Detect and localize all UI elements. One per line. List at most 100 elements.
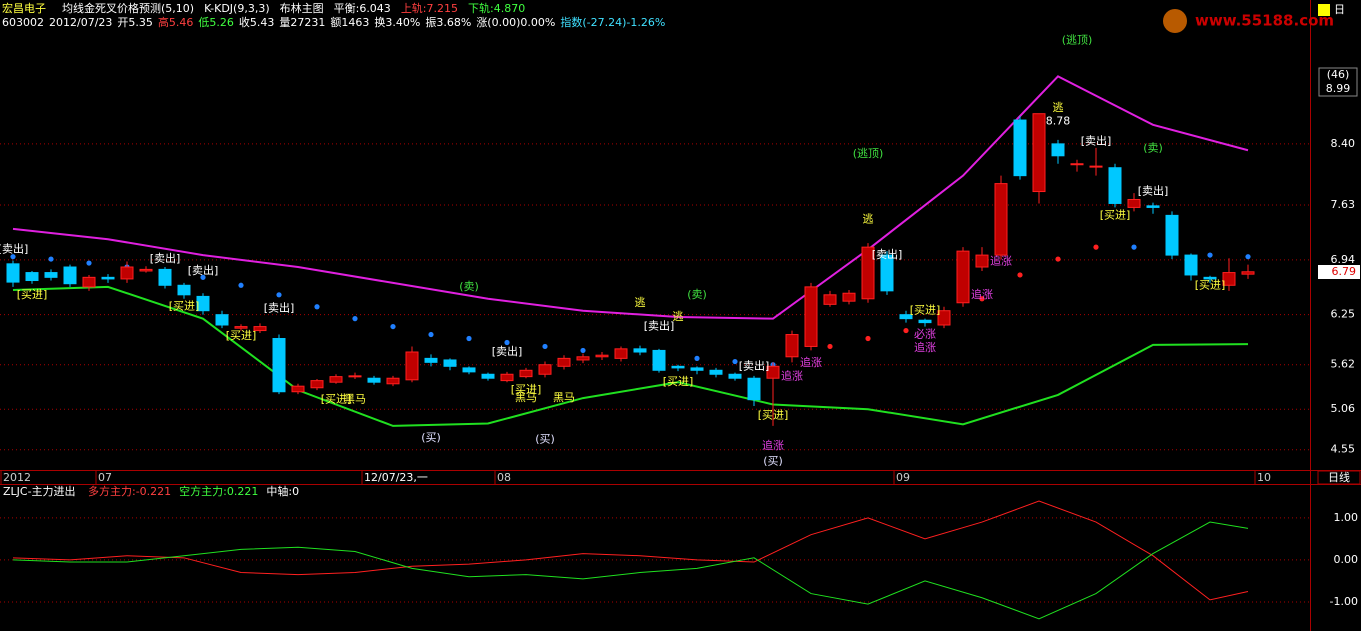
candle-body [120, 266, 134, 280]
sar-dot [352, 316, 358, 322]
sar-dot [580, 347, 586, 354]
candle-body [633, 348, 647, 353]
y-tick-label: 5.62 [1331, 358, 1356, 371]
signal-label: 逃 [635, 296, 646, 309]
y-tick-label: 6.25 [1331, 308, 1356, 321]
header-text: 2012/07/23 [49, 16, 112, 29]
candle-body [1089, 165, 1103, 168]
signal-label: [卖出] [872, 247, 903, 261]
signal-label: (买) [535, 432, 555, 445]
y-tick-label: 1.00 [1334, 511, 1359, 524]
period-tab[interactable] [1317, 470, 1361, 485]
candle-body [538, 364, 552, 375]
signal-label: [买进] [17, 288, 48, 301]
signal-label: (逃顶) [853, 147, 884, 160]
logo [1163, 9, 1187, 33]
candle-body [709, 369, 723, 375]
header-text: 收5.43 [239, 15, 275, 29]
candle-body [481, 373, 495, 379]
y-tick-label: 7.63 [1331, 198, 1356, 211]
header-text: 振3.68% [425, 15, 471, 29]
candle-body [557, 357, 571, 367]
candle-body [1165, 214, 1179, 256]
candle-body [595, 354, 609, 358]
candle-body [785, 334, 799, 358]
box-label: 8.99 [1326, 82, 1351, 95]
signal-label: 黑马 [553, 391, 575, 404]
date-label: 08 [497, 471, 511, 484]
header-text: 开5.35 [117, 16, 153, 29]
candle-body [652, 349, 666, 371]
sar-dot [466, 335, 472, 342]
signal-label: (卖) [687, 288, 707, 301]
signal-label: [买进] [226, 329, 257, 342]
date-label: 09 [896, 471, 910, 484]
signal-label: 黑马 [515, 391, 537, 404]
candle-body [1108, 167, 1122, 204]
y-tick-label: -1.00 [1330, 595, 1358, 608]
candle-body [1203, 276, 1217, 280]
candle-body [443, 359, 457, 367]
candle-body [899, 314, 913, 320]
sar-dot [1017, 272, 1023, 278]
header-text: 指数(-27.24)-1.26% [560, 15, 665, 29]
candle-body [975, 254, 989, 268]
candle-body [291, 385, 305, 393]
header-text: 低5.26 [198, 16, 234, 29]
candle-body [804, 286, 818, 347]
candle-body [158, 268, 172, 286]
candle-body [1146, 205, 1160, 208]
sar-dot [428, 331, 434, 338]
header-text: K-KDJ(9,3,3) [204, 2, 270, 15]
sar-dot [1131, 244, 1137, 250]
separator [0, 470, 1361, 471]
sar-dot [827, 343, 833, 350]
y-tick-label: 6.94 [1331, 253, 1356, 266]
sar-dot [314, 304, 320, 310]
signal-label: (买) [763, 455, 783, 468]
period-label[interactable]: 日 [1334, 3, 1345, 16]
candle-body [861, 246, 875, 300]
date-label: 10 [1257, 471, 1271, 484]
candle-body [405, 351, 419, 381]
candle-body [842, 292, 856, 302]
band-line [12, 285, 1249, 427]
signal-label: [卖出] [492, 344, 523, 358]
signal-label: 必涨 [914, 328, 936, 341]
candle-body [519, 369, 533, 378]
candle-body [690, 367, 704, 371]
header-text: 603002 [2, 16, 44, 29]
signal-label: 追涨 [914, 340, 936, 354]
signal-label: 追涨 [971, 287, 993, 301]
sar-dot [86, 260, 92, 266]
header-text: 宏昌电子 [2, 1, 46, 15]
signal-label: [卖出] [264, 300, 295, 314]
lock-icon[interactable] [1318, 4, 1330, 16]
signal-label: [买进] [758, 409, 789, 422]
sar-dot [903, 327, 909, 334]
signal-label: (买) [421, 431, 441, 444]
signal-label: 8.78 [1046, 115, 1071, 128]
candle-body [747, 377, 761, 401]
signal-label: 黑马 [344, 393, 366, 406]
candle-body [1032, 113, 1046, 193]
indicator-title: ZLJC-主力进出 [3, 484, 76, 498]
sar-dot [48, 256, 54, 262]
band-line [12, 75, 1249, 320]
header-text: 额1463 [330, 16, 369, 29]
signal-label: 追涨 [990, 253, 1012, 267]
candle-body [462, 367, 476, 373]
candle-body [6, 263, 20, 283]
candle-body [1184, 254, 1198, 276]
candle-body [918, 319, 932, 324]
signal-label: (卖) [1143, 142, 1163, 155]
candle-body [1127, 198, 1141, 208]
sar-dot [276, 292, 282, 298]
signal-label: 追涨 [781, 369, 803, 383]
signal-label: [买进] [910, 304, 941, 317]
candle-body [63, 266, 77, 285]
period-tab-label: 日线 [1328, 470, 1350, 484]
signal-label: 逃 [863, 212, 874, 225]
sar-dot [542, 343, 548, 350]
